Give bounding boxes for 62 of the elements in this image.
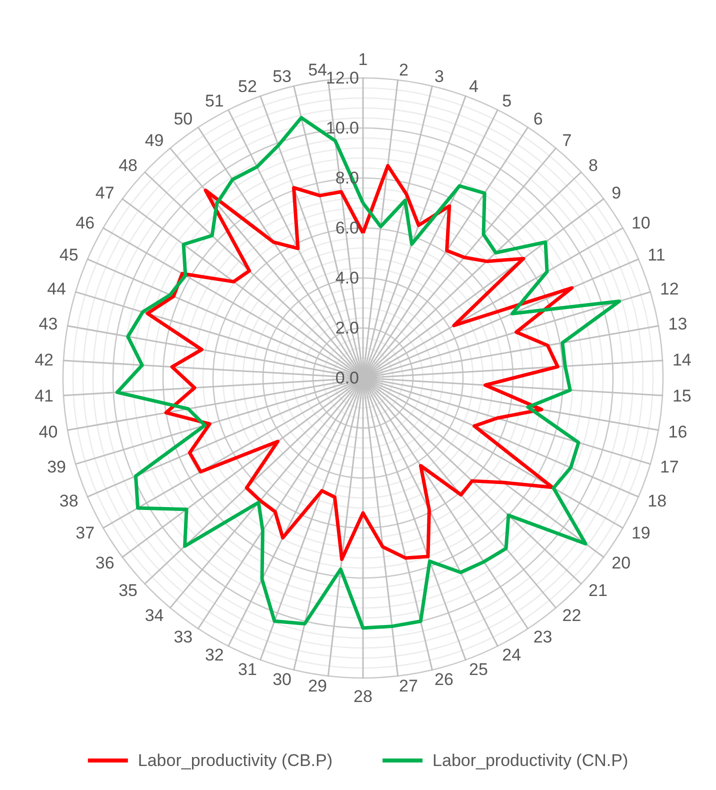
spoke-label: 11 bbox=[648, 246, 666, 265]
spoke-label: 50 bbox=[174, 110, 193, 128]
y-tick-label: 12.0 bbox=[326, 68, 359, 88]
spoke-label: 23 bbox=[533, 628, 552, 646]
spoke-label: 35 bbox=[118, 581, 138, 600]
spoke-label: 41 bbox=[34, 386, 54, 406]
spoke-label: 45 bbox=[59, 246, 78, 265]
spoke-label: 26 bbox=[434, 670, 454, 690]
spoke-label: 1 bbox=[358, 50, 368, 69]
spoke-label: 29 bbox=[308, 676, 328, 696]
spoke-label: 14 bbox=[672, 350, 692, 370]
spoke-label: 54 bbox=[308, 60, 328, 80]
spoke-label: 46 bbox=[76, 214, 95, 232]
spoke-label: 22 bbox=[562, 606, 582, 625]
y-tick-label: 2.0 bbox=[335, 318, 359, 338]
y-tick-label: 10.0 bbox=[326, 118, 359, 138]
spoke-label: 24 bbox=[502, 646, 522, 665]
spoke-label: 16 bbox=[668, 422, 688, 442]
spoke-label: 19 bbox=[631, 524, 650, 542]
y-tick-label: 6.0 bbox=[335, 218, 359, 238]
spoke-label: 36 bbox=[95, 554, 114, 573]
spoke-label: 25 bbox=[469, 660, 488, 679]
spoke-label: 33 bbox=[174, 628, 193, 646]
spoke-label: 3 bbox=[434, 66, 444, 86]
spoke-label: 8 bbox=[588, 156, 598, 175]
spoke-label: 31 bbox=[238, 660, 257, 679]
spoke-label: 49 bbox=[144, 131, 164, 150]
spoke-label: 13 bbox=[668, 314, 688, 334]
spoke-label: 18 bbox=[648, 491, 667, 510]
spoke-label: 20 bbox=[612, 554, 631, 573]
spoke-label: 37 bbox=[76, 524, 95, 542]
spoke-label: 30 bbox=[272, 670, 292, 690]
spoke-label: 47 bbox=[95, 183, 114, 202]
spoke-label: 43 bbox=[38, 314, 58, 334]
spoke-label: 10 bbox=[631, 214, 650, 232]
y-tick-label: 0.0 bbox=[335, 368, 359, 388]
spoke-label: 32 bbox=[204, 646, 224, 665]
legend-label: Labor_productivity (CB.P) bbox=[138, 751, 333, 770]
spoke-label: 17 bbox=[660, 457, 679, 476]
spoke-label: 53 bbox=[272, 66, 292, 86]
spoke-label: 38 bbox=[59, 491, 78, 510]
spoke-label: 52 bbox=[238, 77, 257, 96]
spoke-label: 39 bbox=[47, 457, 66, 476]
spoke-label: 34 bbox=[144, 606, 164, 625]
spoke-label: 21 bbox=[588, 581, 608, 600]
spoke-label: 42 bbox=[34, 350, 54, 370]
spoke-label: 44 bbox=[47, 280, 66, 299]
spoke-label: 48 bbox=[118, 156, 138, 175]
spoke-label: 27 bbox=[398, 676, 418, 696]
spoke-label: 28 bbox=[354, 687, 372, 706]
spoke-label: 9 bbox=[612, 183, 622, 202]
spoke-label: 40 bbox=[38, 422, 58, 442]
spoke-label: 51 bbox=[204, 91, 224, 110]
spoke-label: 7 bbox=[562, 131, 572, 150]
spoke-label: 12 bbox=[660, 280, 679, 299]
spoke-label: 6 bbox=[533, 110, 543, 128]
spoke-label: 5 bbox=[502, 91, 512, 110]
spoke-label: 4 bbox=[469, 77, 478, 96]
spoke-label: 15 bbox=[672, 386, 692, 406]
legend-label: Labor_productivity (CN.P) bbox=[432, 751, 628, 770]
y-tick-label: 4.0 bbox=[335, 268, 359, 288]
spoke-label: 2 bbox=[398, 60, 408, 80]
